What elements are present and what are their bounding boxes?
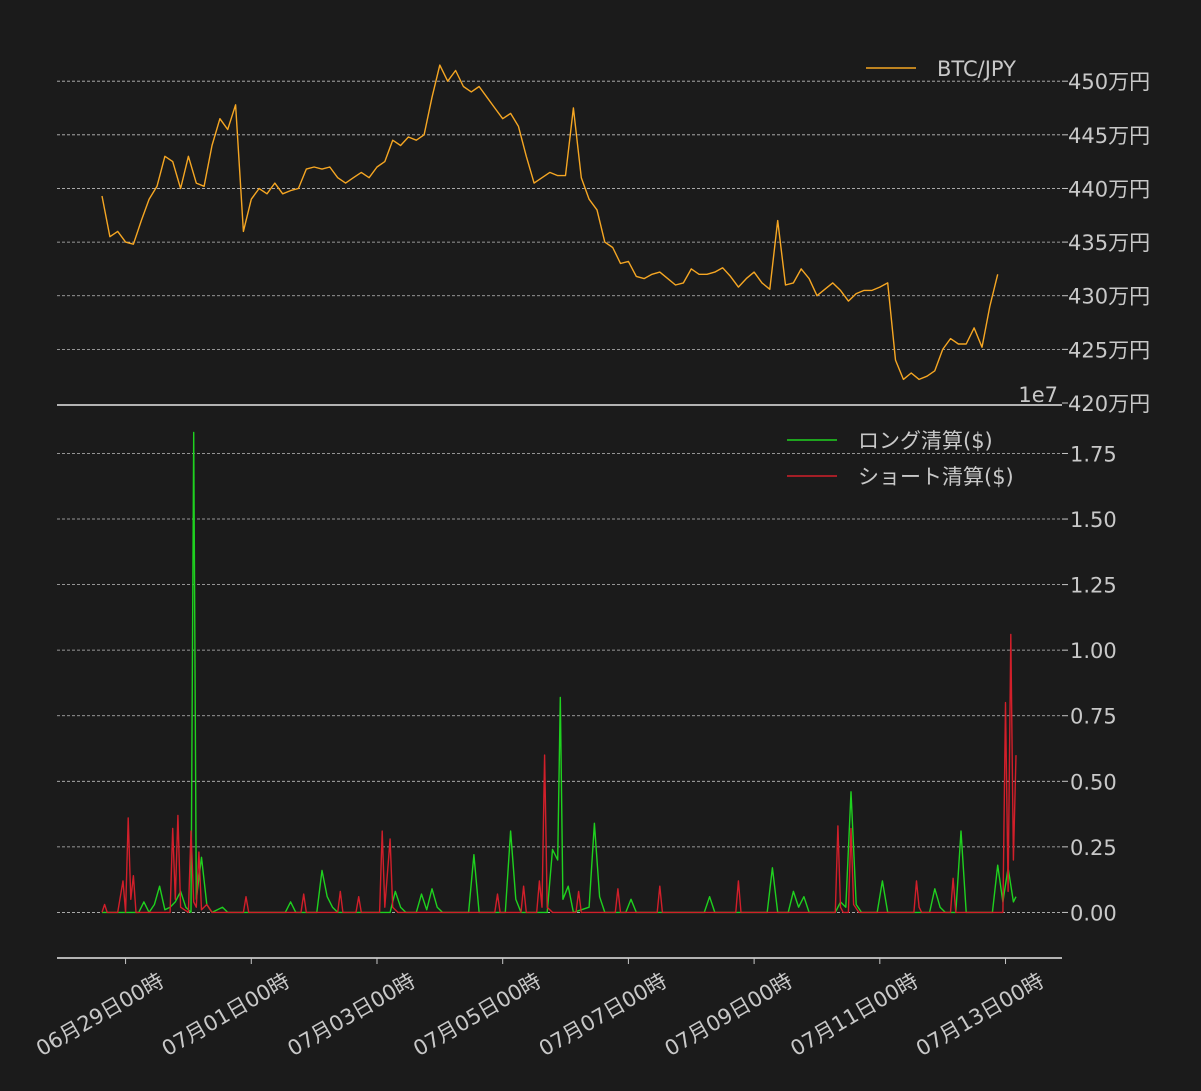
x-tick-label: 07月13日00時 <box>912 969 1048 1061</box>
price-tick-label: 420万円 <box>1068 392 1150 416</box>
price-tick-label: 425万円 <box>1068 338 1150 362</box>
liq-tick-label: 0.50 <box>1070 770 1117 794</box>
price-tick-label: 450万円 <box>1068 70 1150 94</box>
x-tick-label: 07月11日00時 <box>786 969 922 1061</box>
liq-tick-label: 0.00 <box>1070 901 1117 925</box>
x-tick-label: 07月07日00時 <box>535 969 671 1061</box>
long-liquidation-line <box>102 431 1017 914</box>
liq-tick-label: 1.00 <box>1070 639 1117 663</box>
offset-label: 1e7 <box>1018 383 1058 407</box>
liq-tick-label: 1.50 <box>1070 508 1117 532</box>
btc-price-panel: 420万円 425万円 430万円 435万円 440万円 445万円 450万円 1e7 BT… <box>57 57 1150 416</box>
legend-btc-label: BTC/JPY <box>937 57 1016 81</box>
price-tick-label: 440万円 <box>1068 177 1150 201</box>
liq-tick-label: 1.75 <box>1070 442 1117 466</box>
x-tick-label: 07月03日00時 <box>283 969 419 1061</box>
short-liquidation-line <box>101 633 1017 914</box>
liq-tick-label: 1.25 <box>1070 574 1117 598</box>
price-tick-label: 445万円 <box>1068 124 1150 148</box>
x-tick-label: 07月05日00時 <box>409 969 545 1061</box>
price-tick-label: 430万円 <box>1068 285 1150 309</box>
liquidation-panel: 0.00 0.25 0.50 0.75 1.00 1.25 1.50 1.75 ロング清算($)… <box>57 429 1117 959</box>
x-tick-label: 07月09日00時 <box>661 969 797 1061</box>
x-axis: 06月29日00時07月01日00時07月03日00時07月05日00時07月0… <box>32 958 1048 1061</box>
x-tick-label: 07月01日00時 <box>158 969 294 1061</box>
btc-price-line <box>101 64 999 381</box>
price-tick-label: 435万円 <box>1068 231 1150 255</box>
x-tick-label: 06月29日00時 <box>32 969 168 1061</box>
legend-short-label: ショート清算($) <box>858 465 1014 489</box>
liq-tick-label: 0.25 <box>1070 836 1117 860</box>
liq-tick-label: 0.75 <box>1070 705 1117 729</box>
legend-long-label: ロング清算($) <box>858 429 993 453</box>
